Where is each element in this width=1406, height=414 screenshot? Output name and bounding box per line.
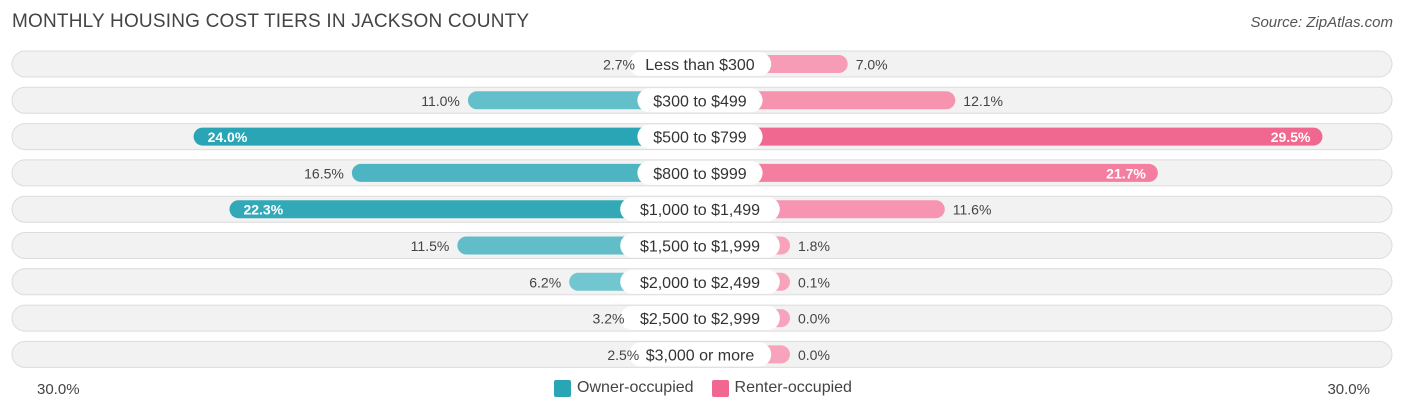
owner-bar: [193, 127, 700, 146]
owner-value-label: 24.0%: [208, 129, 248, 145]
renter-value-label: 12.1%: [963, 93, 1003, 109]
category-pill: [637, 124, 763, 149]
owner-value-label: 6.2%: [529, 274, 561, 290]
owner-value-label: 11.0%: [421, 93, 460, 109]
category-label: $2,000 to $2,499: [640, 275, 760, 292]
category-label: $3,000 or more: [646, 347, 755, 364]
renter-bar: [700, 163, 1158, 182]
renter-value-label: 0.0%: [798, 311, 830, 327]
category-pill: [620, 197, 780, 222]
renter-value-label: 29.5%: [1271, 129, 1311, 145]
owner-value-label: 16.5%: [304, 165, 344, 181]
axis-left-label: 30.0%: [37, 381, 80, 398]
renter-bar: [700, 91, 956, 110]
category-label: $500 to $799: [653, 130, 747, 147]
category-pill: [628, 342, 772, 367]
owner-value-label: 3.2%: [593, 311, 625, 327]
owner-value-label: 11.5%: [411, 238, 450, 254]
category-label: $1,500 to $1,999: [640, 239, 760, 256]
renter-value-label: 7.0%: [856, 57, 888, 73]
legend-renter[interactable]: Renter-occupied: [711, 379, 852, 397]
category-label: $2,500 to $2,999: [640, 311, 760, 328]
category-pill: [620, 269, 780, 294]
renter-value-label: 0.1%: [798, 274, 830, 290]
legend-renter-label: Renter-occupied: [734, 379, 852, 396]
renter-value-label: 0.0%: [798, 347, 830, 363]
category-pill: [628, 52, 772, 76]
category-label: $800 to $999: [653, 166, 747, 183]
legend-owner-swatch: [554, 379, 572, 397]
renter-bar: [700, 127, 1323, 146]
axis-right-label: 30.0%: [1327, 381, 1370, 398]
category-pill: [637, 88, 763, 113]
owner-value-label: 2.5%: [607, 347, 639, 363]
owner-bar: [351, 163, 700, 182]
renter-value-label: 21.7%: [1106, 165, 1146, 181]
category-pill: [620, 306, 780, 331]
legend: Owner-occupied Renter-occupied: [0, 379, 1406, 397]
category-label: $1,000 to $1,499: [640, 202, 760, 219]
owner-value-label: 22.3%: [243, 202, 283, 218]
legend-owner[interactable]: Owner-occupied: [554, 379, 694, 397]
legend-owner-label: Owner-occupied: [577, 379, 694, 396]
legend-renter-swatch: [711, 379, 729, 397]
category-pill: [637, 160, 763, 185]
category-pill: [620, 233, 780, 258]
renter-value-label: 11.6%: [953, 202, 992, 218]
category-label: $300 to $499: [653, 93, 747, 110]
owner-value-label: 2.7%: [603, 57, 635, 73]
renter-value-label: 1.8%: [798, 238, 830, 254]
owner-bar: [229, 200, 700, 219]
chart-title: MONTHLY HOUSING COST TIERS IN JACKSON CO…: [12, 11, 530, 32]
category-label: Less than $300: [645, 57, 755, 74]
source-credit: Source: ZipAtlas.com: [1250, 14, 1393, 31]
